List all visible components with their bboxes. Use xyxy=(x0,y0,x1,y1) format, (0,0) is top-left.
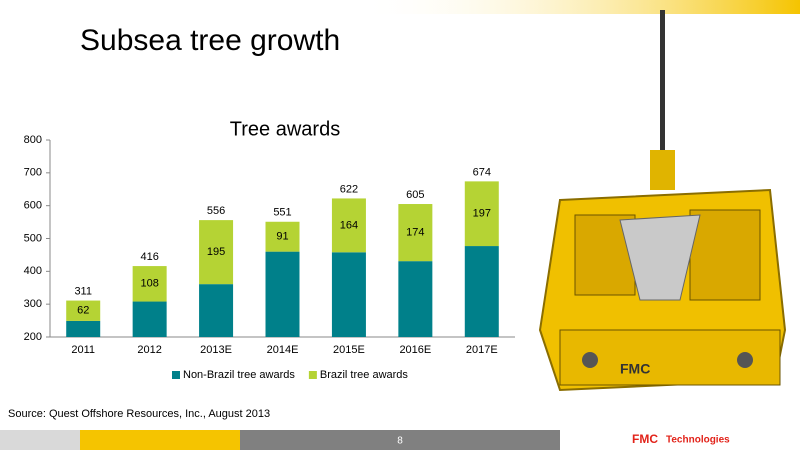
y-tick-label: 500 xyxy=(24,232,42,244)
legend-label: Brazil tree awards xyxy=(320,369,409,381)
total-label: 551 xyxy=(273,207,291,219)
slide-title: Subsea tree growth xyxy=(80,24,340,57)
bar-segment xyxy=(398,204,433,262)
total-label: 622 xyxy=(340,183,358,195)
y-tick-label: 400 xyxy=(24,265,42,277)
subsea-tree-image: FMC xyxy=(538,10,787,392)
bar-value-label: 91 xyxy=(276,231,288,243)
x-tick-label: 2011 xyxy=(71,344,95,356)
top-stripe xyxy=(360,0,800,14)
legend-label: Non-Brazil tree awards xyxy=(183,369,295,381)
bar-value-label: 195 xyxy=(207,246,225,258)
footer-bar xyxy=(80,430,240,450)
bar-segment xyxy=(199,220,234,285)
source-note: Source: Quest Offshore Resources, Inc., … xyxy=(8,408,270,420)
y-tick-label: 200 xyxy=(24,331,42,343)
bar-segment xyxy=(132,301,167,337)
total-label: 416 xyxy=(140,251,158,263)
page-number: 8 xyxy=(397,436,403,447)
x-tick-label: 2015E xyxy=(333,344,365,356)
total-label: 674 xyxy=(473,166,491,178)
legend-swatch xyxy=(308,371,317,379)
total-label: 556 xyxy=(207,205,225,217)
bar-segment xyxy=(265,221,300,252)
x-tick-label: 2016E xyxy=(399,344,431,356)
footer-bar xyxy=(0,430,80,450)
bar-segment xyxy=(66,320,101,337)
bar-value-label: 108 xyxy=(140,278,158,290)
y-tick-label: 600 xyxy=(24,200,42,212)
y-tick-label: 800 xyxy=(24,134,42,146)
bar-segment xyxy=(132,266,167,302)
bar-segment xyxy=(331,252,366,337)
x-tick-label: 2014E xyxy=(267,344,299,356)
bar-segment xyxy=(464,246,499,337)
logo-text: Technologies xyxy=(666,435,730,446)
logo-mark: FMC xyxy=(632,432,658,446)
bar-segment xyxy=(265,251,300,337)
svg-text:FMC: FMC xyxy=(620,361,650,377)
bar-segment xyxy=(464,181,499,247)
x-tick-label: 2012 xyxy=(137,344,161,356)
footer-bar xyxy=(240,430,560,450)
bar-segment xyxy=(398,261,433,337)
bar-segment xyxy=(331,198,366,253)
bar-segment xyxy=(199,284,234,337)
bar-value-label: 62 xyxy=(77,305,89,317)
bar-value-label: 164 xyxy=(340,219,358,231)
bar-value-label: 197 xyxy=(473,208,491,220)
y-tick-label: 700 xyxy=(24,167,42,179)
total-label: 311 xyxy=(74,285,92,297)
bar-segment xyxy=(66,300,101,321)
chart-title: Tree awards xyxy=(230,118,340,140)
y-tick-label: 300 xyxy=(24,298,42,310)
x-tick-label: 2013E xyxy=(200,344,232,356)
x-tick-label: 2017E xyxy=(466,344,498,356)
total-label: 605 xyxy=(406,189,424,201)
legend-swatch xyxy=(172,371,180,379)
bar-value-label: 174 xyxy=(406,226,424,238)
